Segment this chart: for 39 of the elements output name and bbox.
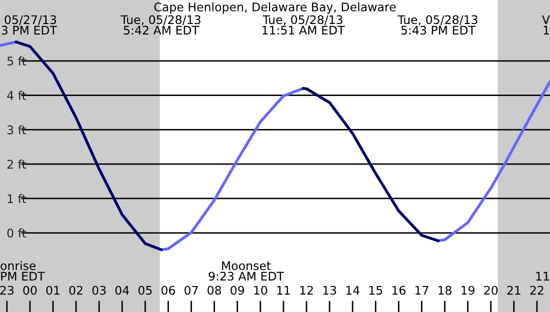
annotation: Tue, 05/28/13 5:42 AM EDT [120, 15, 200, 35]
x-tick-label: 21 [507, 286, 520, 295]
x-tick-label: 14 [346, 286, 360, 295]
x-tick-label: 06 [161, 286, 175, 295]
x-tick-label: 02 [69, 286, 82, 295]
annotation: Tue, 05/28/13 11:51 AM EDT [262, 15, 345, 35]
x-tick-label: 13 [323, 286, 336, 295]
y-tick-label: 4 ft [7, 90, 26, 100]
x-tick-label: 01 [46, 286, 60, 295]
y-tick-label: 2 ft [7, 160, 26, 169]
annotation: 11 [536, 272, 549, 280]
x-tick-label: 23 [0, 286, 14, 295]
x-tick-label: 17 [416, 286, 428, 295]
x-tick-label: 04 [115, 286, 129, 295]
annotation: Tue, 05/28/13 5:43 PM EDT [398, 15, 478, 35]
x-tick-label: 18 [438, 286, 452, 295]
annotation: onrise PM EDT [0, 261, 45, 280]
y-tick-label: 1 ft [8, 194, 26, 203]
x-tick-label: 11 [277, 286, 290, 295]
x-tick-label: 16 [392, 286, 406, 295]
x-tick-label: 07 [184, 286, 198, 295]
x-tick-label: 00 [23, 286, 37, 295]
annotation: V 1 [542, 15, 550, 34]
x-tick-label: 20 [484, 286, 498, 295]
x-tick-label: 05 [138, 286, 152, 295]
chart-title: Cape Henlopen, Delaware Bay, Delaware [154, 2, 396, 14]
x-tick-label: 19 [462, 286, 474, 295]
x-tick-label: 09 [230, 286, 244, 295]
x-tick-label: 15 [369, 286, 382, 295]
x-tick-label: 10 [254, 286, 268, 295]
x-tick-label: 12 [300, 286, 313, 295]
y-tick-label: 0 ft [7, 228, 26, 238]
x-tick-label: 08 [208, 286, 222, 295]
x-tick-label: 03 [92, 286, 106, 295]
annotation: 05/27/13 3 PM EDT [2, 15, 58, 35]
annotation: Moonset 9:23 AM EDT [208, 261, 284, 281]
x-tick-label: 22 [530, 286, 544, 295]
y-tick-label: 3 ft [7, 125, 26, 134]
y-tick-label: 5 ft [7, 56, 26, 66]
